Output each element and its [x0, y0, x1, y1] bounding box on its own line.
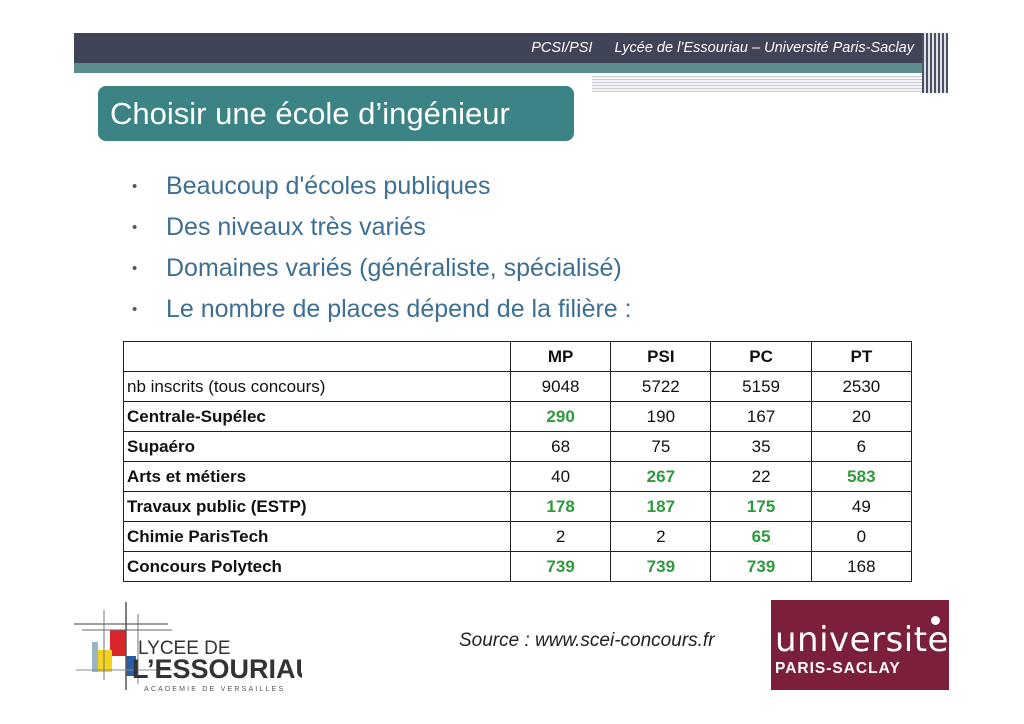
- row-label: Concours Polytech: [123, 551, 511, 582]
- table-cell: 178: [509, 491, 612, 522]
- bullet-item: • Le nombre de places dépend de la filiè…: [128, 289, 828, 330]
- table-cell: 35: [710, 431, 812, 462]
- table-row: nb inscrits (tous concours) 9048 5722 51…: [123, 371, 913, 402]
- lycee-name-line2: L’ESSOURIAU: [132, 654, 302, 684]
- table-cell: 49: [810, 491, 913, 522]
- bullet-dot-icon: •: [132, 260, 138, 277]
- table-row: Supaéro 68 75 35 6: [123, 431, 913, 462]
- lycee-logo: LYCEE DE L’ESSOURIAU ACADEMIE DE VERSAIL…: [74, 602, 302, 693]
- header-school: Lycée de l’Essouriau – Université Paris-…: [614, 40, 914, 56]
- source-caption: Source : www.scei-concours.fr: [459, 630, 715, 651]
- table-cell: 187: [610, 491, 712, 522]
- header-bar: PCSI/PSI Lycée de l’Essouriau – Universi…: [74, 33, 922, 63]
- table-header-empty: [123, 341, 511, 372]
- table-header-psi: PSI: [610, 341, 712, 372]
- bullet-dot-icon: •: [132, 301, 138, 318]
- table-header-pc: PC: [710, 341, 812, 372]
- table-cell: 9048: [509, 371, 612, 402]
- row-label: Travaux public (ESTP): [123, 491, 511, 522]
- table-cell: 40: [509, 461, 612, 492]
- header-course: PCSI/PSI: [531, 40, 593, 56]
- table-cell: 167: [710, 401, 812, 432]
- slide-title-text: Choisir une école d’ingénieur: [110, 95, 510, 131]
- places-table: MP PSI PC PT nb inscrits (tous concours)…: [123, 341, 913, 582]
- table-row: Chimie ParisTech 2 2 65 0: [123, 521, 913, 552]
- table-cell: 290: [509, 401, 612, 432]
- table-cell: 739: [710, 551, 812, 582]
- table-header-mp: MP: [509, 341, 612, 372]
- bullet-item: • Beaucoup d'écoles publiques: [128, 166, 828, 207]
- table-cell: 2530: [810, 371, 913, 402]
- row-label: Centrale-Supélec: [123, 401, 511, 432]
- lycee-emblem-icon: [74, 602, 172, 690]
- table-cell: 22: [710, 461, 812, 492]
- row-label: Chimie ParisTech: [123, 521, 511, 552]
- table-cell: 2: [509, 521, 612, 552]
- row-label: nb inscrits (tous concours): [123, 371, 511, 402]
- bullet-text: Domaines variés (généraliste, spécialisé…: [166, 254, 622, 282]
- header-hatch: [592, 76, 922, 92]
- lycee-academy: ACADEMIE DE VERSAILLES: [144, 686, 285, 693]
- bullet-list: • Beaucoup d'écoles publiques • Des nive…: [128, 166, 828, 330]
- table-cell: 5722: [610, 371, 712, 402]
- table-row: Arts et métiers 40 267 22 583: [123, 461, 913, 492]
- table-cell: 6: [810, 431, 913, 462]
- table-row: Travaux public (ESTP) 178 187 175 49: [123, 491, 913, 522]
- table-cell: 583: [810, 461, 913, 492]
- bullet-dot-icon: •: [132, 219, 138, 236]
- table-cell: 267: [610, 461, 712, 492]
- bullet-dot-icon: •: [132, 178, 138, 195]
- bullet-item: • Des niveaux très variés: [128, 207, 828, 248]
- table-cell: 175: [710, 491, 812, 522]
- university-dot-icon: [931, 616, 940, 625]
- bullet-text: Des niveaux très variés: [166, 213, 426, 241]
- table-cell: 5159: [710, 371, 812, 402]
- table-cell: 2: [610, 521, 712, 552]
- table-row: Centrale-Supélec 290 190 167 20: [123, 401, 913, 432]
- row-label: Arts et métiers: [123, 461, 511, 492]
- table-cell: 168: [810, 551, 913, 582]
- table-cell: 739: [610, 551, 712, 582]
- bullet-item: • Domaines variés (généraliste, spéciali…: [128, 248, 828, 289]
- table-cell: 65: [710, 521, 812, 552]
- table-row: Concours Polytech 739 739 739 168: [123, 551, 913, 582]
- table-cell: 190: [610, 401, 712, 432]
- lycee-name-line1: LYCEE DE: [138, 638, 231, 659]
- slide-title: Choisir une école d’ingénieur: [98, 86, 574, 141]
- table-cell: 739: [509, 551, 612, 582]
- university-logo: universite PARIS-SACLAY: [771, 600, 949, 690]
- table-cell: 0: [810, 521, 913, 552]
- table-cell: 68: [509, 431, 612, 462]
- table-header-pt: PT: [810, 341, 913, 372]
- row-label: Supaéro: [123, 431, 511, 462]
- table-header-row: MP PSI PC PT: [123, 341, 913, 372]
- bullet-text: Le nombre de places dépend de la filière…: [166, 295, 632, 323]
- table-cell: 20: [810, 401, 913, 432]
- bullet-text: Beaucoup d'écoles publiques: [166, 172, 491, 200]
- university-sub: PARIS-SACLAY: [775, 660, 901, 677]
- university-name: universite: [775, 620, 949, 660]
- header-accent-bar: [74, 63, 922, 73]
- table-cell: 75: [610, 431, 712, 462]
- header-stripes: [922, 33, 948, 93]
